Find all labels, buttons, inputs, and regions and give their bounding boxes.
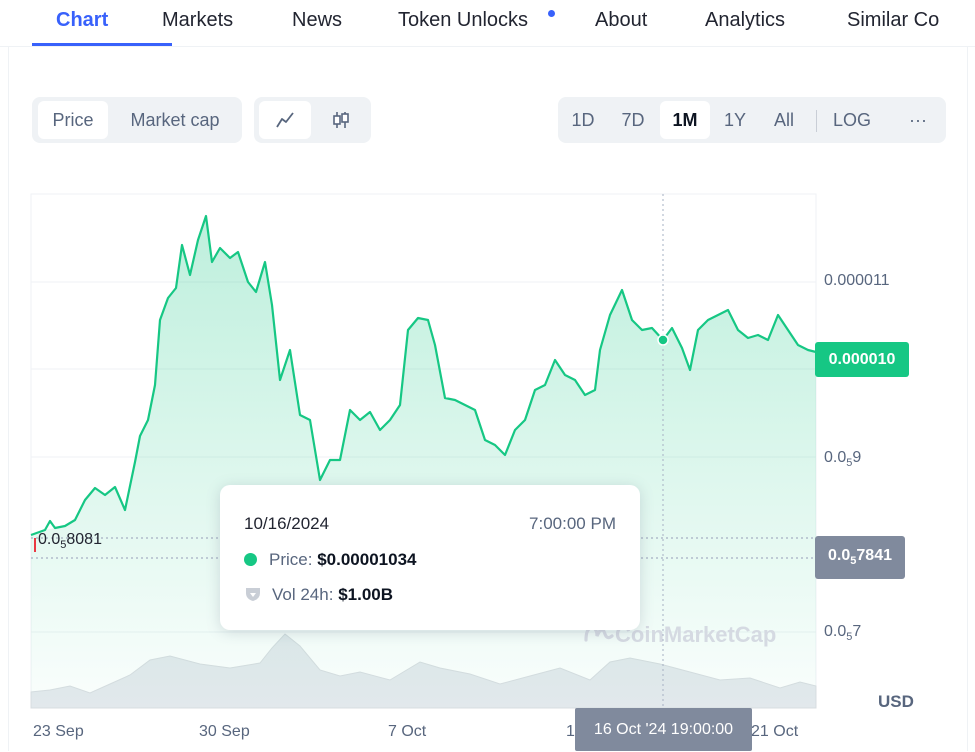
range-1d-button[interactable]: 1D <box>571 110 595 130</box>
low-price-tag: 0.057841 <box>815 536 905 579</box>
tooltip-price-value: $0.00001034 <box>317 550 417 569</box>
tooltip-date: 10/16/2024 <box>244 514 330 533</box>
coinmarketcap-watermark: CoinMarketCap <box>583 622 776 648</box>
x-axis-label: 23 Sep <box>33 723 84 740</box>
x-axis-label: 30 Sep <box>199 723 250 740</box>
candlestick-button[interactable] <box>315 101 367 139</box>
line-chart-button[interactable] <box>259 101 311 139</box>
x-axis-label: 1 <box>566 723 575 740</box>
metric-toggle: Price Market cap <box>32 97 242 143</box>
new-indicator-dot <box>548 10 555 17</box>
tooltip-time: 7:00:00 PM <box>529 514 616 533</box>
tab-news[interactable]: News <box>292 9 343 31</box>
volume-shield-icon <box>246 588 260 601</box>
chart-panel <box>8 46 968 751</box>
tooltip-volume-row: Vol 24h: $1.00B <box>244 585 393 605</box>
y-axis-label: 0.000011 <box>824 272 890 289</box>
range-toggle: 1D 7D 1M 1Y All LOG ··· <box>558 97 946 143</box>
candlestick-icon <box>333 112 349 128</box>
crosshair-point <box>657 334 669 346</box>
price-dot-icon <box>244 553 257 566</box>
tab-similar-coins[interactable]: Similar Co <box>847 9 940 31</box>
chart-tooltip: 10/16/2024 7:00:00 PM Price: $0.00001034… <box>220 485 640 630</box>
line-chart-icon <box>276 112 294 128</box>
chart-style-toggle <box>254 97 371 143</box>
period-low-label: 0.058081 <box>38 531 102 552</box>
tab-token-unlocks[interactable]: Token Unlocks <box>398 9 529 31</box>
current-price-tag: 0.000010 <box>815 342 909 377</box>
tooltip-price-row: Price: $0.00001034 <box>244 550 416 570</box>
x-axis-label: 7 Oct <box>388 723 427 740</box>
range-all-button[interactable]: All <box>773 110 794 130</box>
price-button[interactable]: Price <box>38 101 108 139</box>
price-line <box>30 214 817 537</box>
tab-bar: Chart Markets News Token Unlocks About A… <box>0 0 975 47</box>
range-divider <box>816 110 817 132</box>
crosshair-date-tag: 16 Oct '24 19:00:00 <box>575 708 752 751</box>
range-7d-button[interactable]: 7D <box>621 110 645 130</box>
range-1y-button[interactable]: 1Y <box>723 110 747 130</box>
log-scale-button[interactable]: LOG <box>832 110 871 130</box>
tab-chart[interactable]: Chart <box>56 9 109 31</box>
x-axis-label: 21 Oct <box>751 723 799 740</box>
more-options-button[interactable]: ··· <box>909 110 927 130</box>
tab-analytics[interactable]: Analytics <box>705 9 786 31</box>
tab-markets[interactable]: Markets <box>162 9 234 31</box>
y-axis-label: 0.057 <box>824 623 862 644</box>
currency-label: USD <box>878 692 914 711</box>
tooltip-volume-value: $1.00B <box>338 585 394 604</box>
market-cap-button[interactable]: Market cap <box>130 110 220 130</box>
tab-about[interactable]: About <box>595 9 648 31</box>
active-tab-underline <box>32 43 172 46</box>
y-axis-label: 0.059 <box>824 449 862 470</box>
range-1m-button[interactable]: 1M <box>660 101 710 139</box>
